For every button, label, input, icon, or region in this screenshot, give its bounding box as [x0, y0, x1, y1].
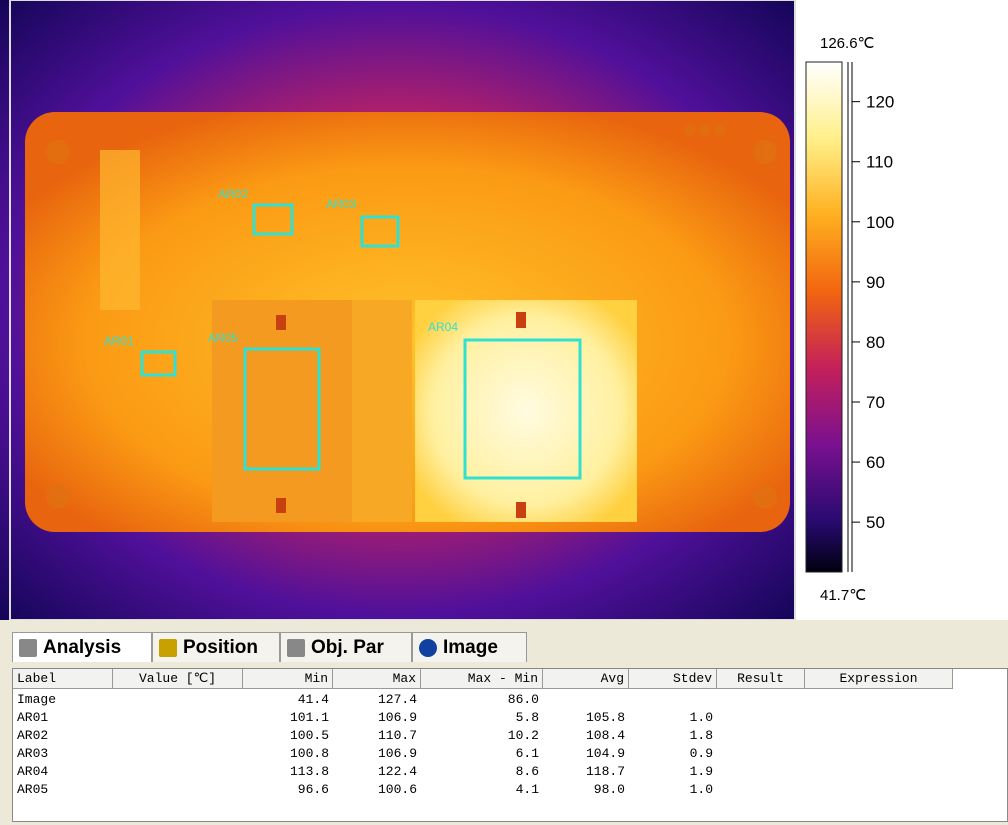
tab[interactable]: Position [152, 632, 280, 662]
tab[interactable]: Image [412, 632, 527, 662]
table-cell: 101.1 [289, 710, 329, 725]
table-cell: 41.4 [297, 692, 329, 707]
region-label: AR01 [104, 334, 134, 348]
scale-tick-label: 100 [866, 213, 894, 232]
tab-label: Analysis [43, 637, 122, 658]
region-label: AR03 [326, 197, 356, 211]
thermal-view: 126.6℃ 41.7℃ AR01 AR02 AR03 AR04 AR05 120 110 1… [0, 0, 895, 620]
tab-label: Obj. Par [311, 637, 384, 658]
table-cell: 96.6 [297, 782, 329, 797]
hot-plate [415, 300, 637, 522]
tab-label: Position [183, 637, 258, 658]
table-cell: AR03 [17, 746, 49, 761]
table-cell: 110.7 [377, 728, 417, 743]
tab[interactable]: Analysis [12, 632, 152, 662]
region-box [463, 338, 582, 480]
table-cell: 100.6 [377, 782, 417, 797]
column-header[interactable]: Result [717, 669, 805, 689]
analysis-panel: Analysis Position Obj. Par Image Label Value… [0, 620, 1008, 825]
table-cell: 118.7 [585, 764, 625, 779]
table-cell: 100.8 [289, 746, 329, 761]
table-cell: 122.4 [377, 764, 417, 779]
table-cell: 105.8 [585, 710, 625, 725]
table-cell: 113.8 [289, 764, 329, 779]
column-header[interactable]: Label [13, 669, 113, 689]
tab-icon [19, 639, 37, 657]
scale-tick-label: 120 [866, 93, 894, 112]
scale-tick-label: 70 [866, 393, 885, 412]
region-label: AR04 [428, 320, 458, 334]
table-cell: 127.4 [377, 692, 417, 707]
tab-icon [419, 639, 437, 657]
table-cell: AR01 [17, 710, 49, 725]
table-cell: 100.5 [289, 728, 329, 743]
column-header[interactable]: Max [333, 669, 421, 689]
table-cell: 108.4 [585, 728, 625, 743]
column-header[interactable]: Stdev [629, 669, 717, 689]
scale-tick-label: 80 [866, 333, 885, 352]
table-cell: 98.0 [593, 782, 625, 797]
scale-tick-label: 110 [866, 153, 893, 172]
table-cell: 104.9 [585, 746, 625, 761]
results-table: Label Value [℃] Min Max Max - Min Avg Stdev Res… [12, 668, 1008, 822]
region-label: AR02 [218, 187, 248, 201]
tab[interactable]: Obj. Par [280, 632, 412, 662]
table-cell: 6.1 [515, 746, 539, 761]
scale-tick-label: 60 [866, 453, 885, 472]
table-cell: Image [17, 692, 57, 707]
color-scale-bar [805, 61, 843, 573]
table-cell: 8.6 [515, 764, 539, 779]
scale-min-label: 41.7℃ [820, 587, 866, 604]
table-cell: 106.9 [377, 710, 417, 725]
table-cell: 1.0 [689, 782, 713, 797]
table-cell: 0.9 [689, 746, 713, 761]
table-cell: 1.9 [689, 764, 713, 779]
table-cell: 106.9 [377, 746, 417, 761]
tab-icon [287, 639, 305, 657]
column-header[interactable]: Expression [805, 669, 953, 689]
scale-max-label: 126.6℃ [820, 35, 874, 52]
table-cell: AR04 [17, 764, 49, 779]
region-box [243, 347, 321, 471]
table-cell: 86.0 [507, 692, 539, 707]
column-header[interactable]: Max - Min [421, 669, 543, 689]
table-cell: 1.0 [689, 710, 713, 725]
scale-tick-label: 90 [866, 273, 885, 292]
column-header[interactable]: Value [℃] [113, 669, 243, 689]
left-plate [212, 300, 352, 522]
scale-tick-label: 50 [866, 513, 885, 532]
region-box [252, 203, 294, 236]
table-cell: 10.2 [507, 728, 539, 743]
table-cell: 4.1 [515, 782, 539, 797]
column-header[interactable]: Min [243, 669, 333, 689]
region-box [360, 215, 400, 248]
column-header[interactable]: Avg [543, 669, 629, 689]
table-cell: AR02 [17, 728, 49, 743]
region-label: AR05 [208, 331, 238, 345]
tab-icon [159, 639, 177, 657]
tab-label: Image [443, 637, 498, 658]
table-cell: 5.8 [515, 710, 539, 725]
table-cell: AR05 [17, 782, 49, 797]
region-box [140, 350, 177, 377]
table-cell: 1.8 [689, 728, 713, 743]
